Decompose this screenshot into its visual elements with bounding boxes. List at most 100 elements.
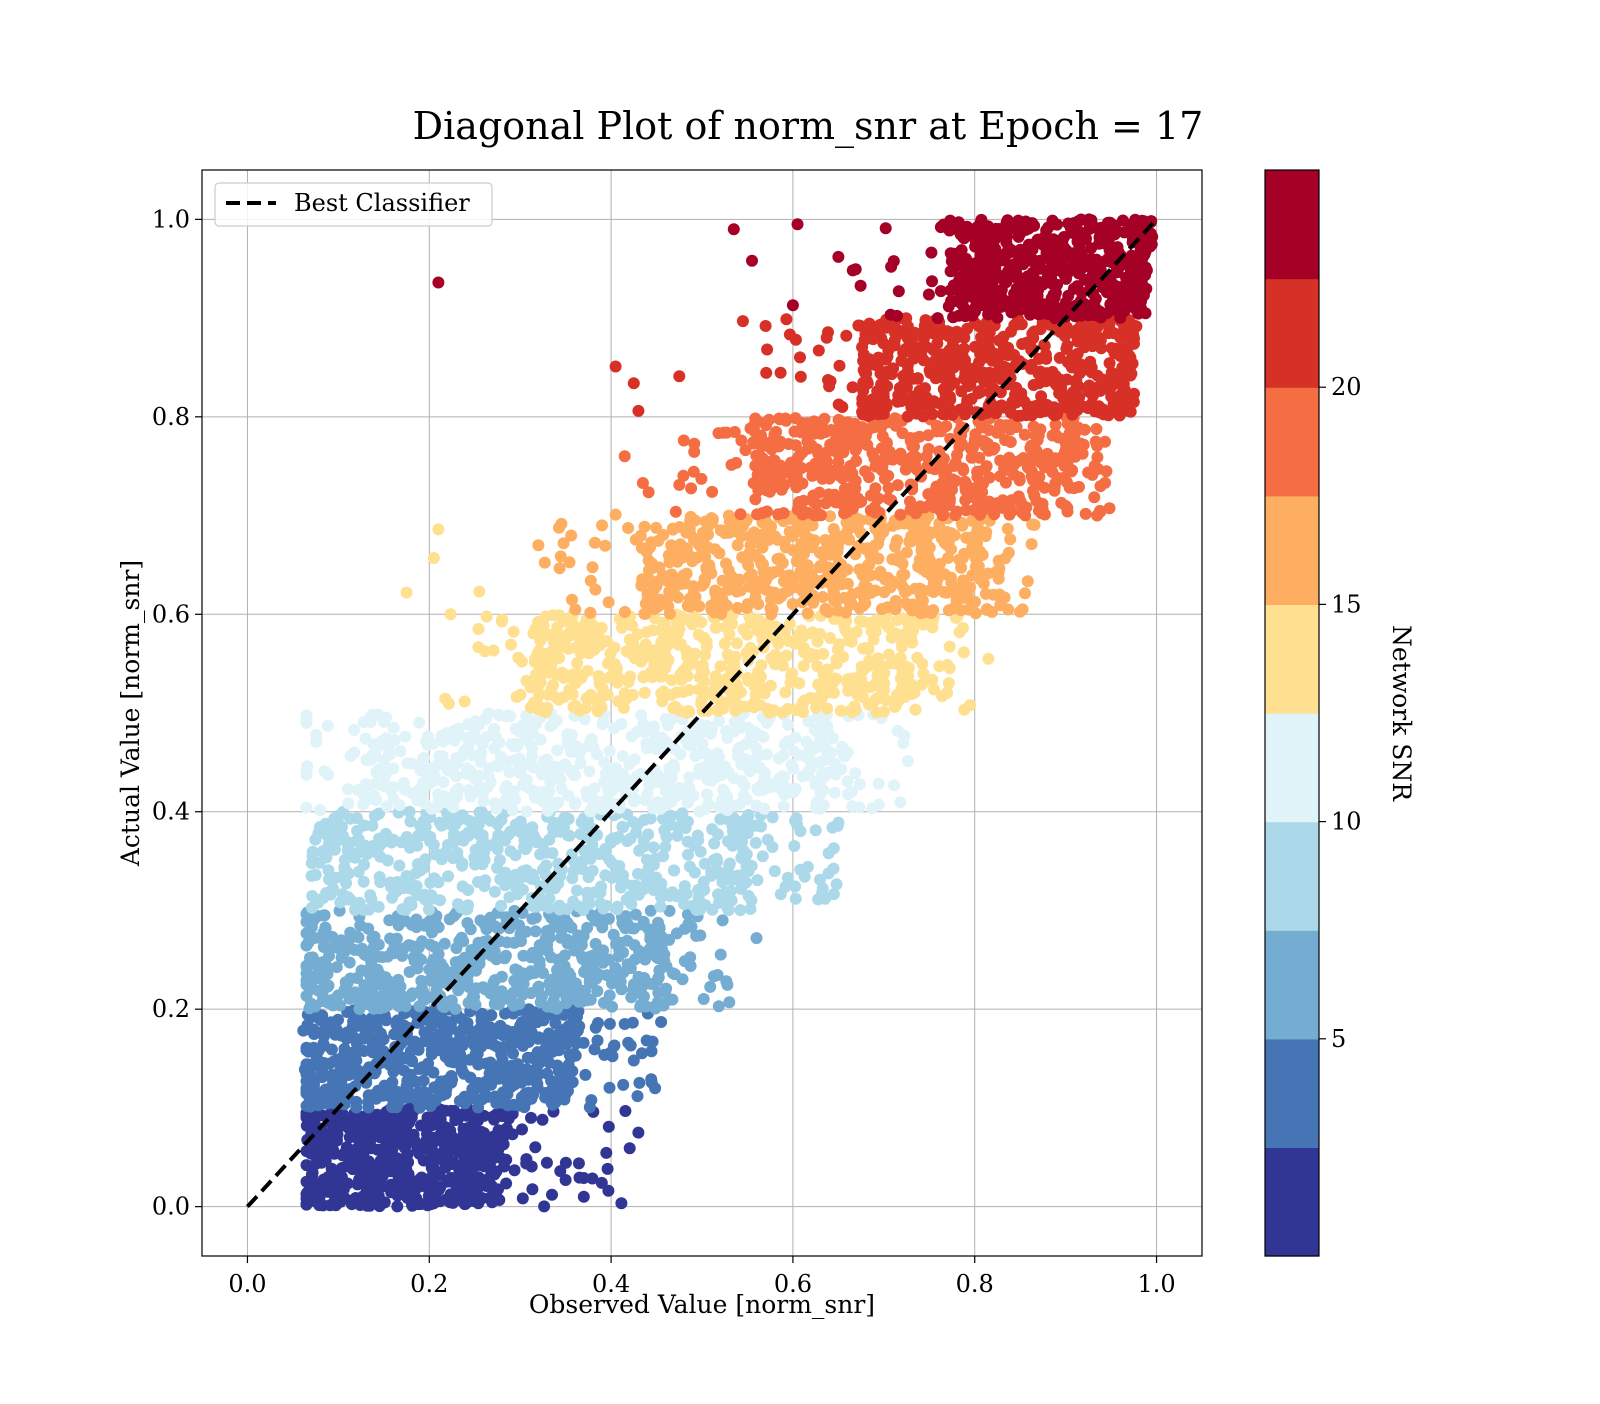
scatter-point (460, 762, 472, 774)
scatter-point (878, 371, 890, 383)
scatter-point (508, 1000, 520, 1012)
scatter-point (769, 530, 781, 542)
scatter-point (558, 973, 570, 985)
scatter-point (448, 966, 460, 978)
scatter-point (1100, 465, 1112, 477)
scatter-point (495, 751, 507, 763)
scatter-point (304, 1002, 316, 1014)
scatter-point (895, 652, 907, 664)
scatter-point (589, 537, 601, 549)
scatter-point (742, 827, 754, 839)
scatter-point (646, 1077, 658, 1089)
scatter-point (934, 485, 946, 497)
scatter-point (635, 999, 647, 1011)
scatter-point (819, 534, 831, 546)
scatter-point (506, 1060, 518, 1072)
scatter-point (436, 1089, 448, 1101)
scatter-point (401, 1092, 413, 1104)
scatter-point (391, 1200, 403, 1212)
scatter-point (663, 994, 675, 1006)
scatter-point (683, 782, 695, 794)
scatter-point (894, 509, 906, 521)
scatter-point (420, 735, 432, 747)
scatter-point (619, 606, 631, 618)
scatter-point (1022, 575, 1034, 587)
scatter-point (445, 608, 457, 620)
scatter-point (635, 768, 647, 780)
scatter-point (421, 1182, 433, 1194)
scatter-point (338, 1183, 350, 1195)
scatter-point (562, 739, 574, 751)
scatter-point (697, 738, 709, 750)
scatter-point (589, 584, 601, 596)
scatter-point (742, 672, 754, 684)
scatter-point (953, 554, 965, 566)
scatter-point (638, 972, 650, 984)
scatter-point (747, 438, 759, 450)
scatter-point (485, 912, 497, 924)
scatter-point (353, 1135, 365, 1147)
scatter-point (343, 868, 355, 880)
scatter-point (761, 506, 773, 518)
scatter-point (549, 800, 561, 812)
scatter-point (821, 456, 833, 468)
scatter-point (741, 754, 753, 766)
scatter-point (427, 1011, 439, 1023)
scatter-point (904, 496, 916, 508)
scatter-point (876, 603, 888, 615)
scatter-point (554, 562, 566, 574)
scatter-point (683, 771, 695, 783)
scatter-point (882, 470, 894, 482)
scatter-point (1026, 538, 1038, 550)
scatter-point (314, 804, 326, 816)
scatter-point (772, 638, 784, 650)
scatter-point (323, 1017, 335, 1029)
scatter-point (715, 949, 727, 961)
scatter-point (301, 760, 313, 772)
scatter-point (319, 765, 331, 777)
scatter-point (440, 848, 452, 860)
scatter-point (639, 687, 651, 699)
scatter-point (505, 639, 517, 651)
scatter-point (344, 957, 356, 969)
scatter-point (366, 985, 378, 997)
scatter-point (1005, 436, 1017, 448)
scatter-point (342, 841, 354, 853)
scatter-point (655, 901, 667, 913)
scatter-point (671, 634, 683, 646)
scatter-point (401, 1075, 413, 1087)
scatter-point (695, 727, 707, 739)
scatter-point (456, 1056, 468, 1068)
scatter-point (656, 639, 668, 651)
scatter-point (748, 526, 760, 538)
scatter-point (815, 756, 827, 768)
scatter-point (1016, 318, 1028, 330)
scatter-point (706, 512, 718, 524)
scatter-point (500, 950, 512, 962)
scatter-point (365, 893, 377, 905)
scatter-point (661, 657, 673, 669)
scatter-point (423, 777, 435, 789)
scatter-point (983, 445, 995, 457)
scatter-point (608, 1040, 620, 1052)
scatter-point (622, 522, 634, 534)
scatter-point (629, 652, 641, 664)
scatter-point (949, 509, 961, 521)
scatter-point (683, 705, 695, 717)
scatter-point (604, 1082, 616, 1094)
scatter-point (378, 1045, 390, 1057)
scatter-point (563, 1025, 575, 1037)
scatter-point (561, 903, 573, 915)
scatter-point (857, 600, 869, 612)
chart-title: Diagonal Plot of norm_snr at Epoch = 17 (413, 104, 1204, 149)
scatter-point (635, 982, 647, 994)
scatter-point (667, 702, 679, 714)
scatter-point (762, 463, 774, 475)
scatter-point (592, 796, 604, 808)
scatter-point (432, 788, 444, 800)
scatter-point (398, 1065, 410, 1077)
scatter-point (652, 601, 664, 613)
scatter-point (1014, 606, 1026, 618)
scatter-point (899, 586, 911, 598)
